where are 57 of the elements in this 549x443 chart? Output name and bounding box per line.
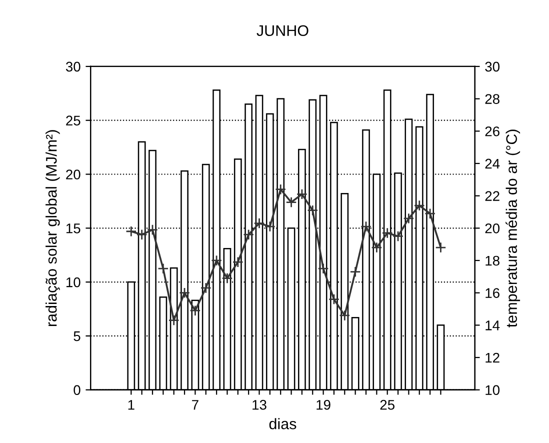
point <box>190 305 201 316</box>
point <box>200 282 212 294</box>
point <box>435 242 446 254</box>
point <box>126 226 137 237</box>
y-tick-label: 10 <box>66 277 80 288</box>
y2-tick-label: 22 <box>485 191 500 201</box>
point <box>286 196 297 208</box>
point <box>158 263 169 274</box>
point <box>264 220 276 232</box>
point <box>350 266 361 278</box>
point <box>275 184 286 195</box>
point <box>339 310 350 322</box>
y-tick-label: 30 <box>66 62 80 72</box>
point <box>254 218 265 229</box>
x-tick-label: 25 <box>380 400 394 410</box>
point <box>403 212 414 224</box>
x-tick-label: 1 <box>128 400 134 410</box>
y2-tick-label: 18 <box>486 256 500 266</box>
point <box>136 229 148 240</box>
point <box>296 188 308 200</box>
y2-tick-label: 26 <box>485 126 500 136</box>
y2-tick-label: 10 <box>486 385 500 396</box>
x-tick-label: 7 <box>192 400 198 410</box>
y2-tick-label: 16 <box>486 288 500 298</box>
y2-tick-label: 14 <box>486 320 500 330</box>
point <box>243 229 254 240</box>
point <box>210 254 222 266</box>
point <box>318 263 329 274</box>
y2-tick-label: 12 <box>486 352 500 363</box>
x-tick-label: 13 <box>252 400 266 410</box>
point <box>328 294 340 305</box>
y2-tick-label: 28 <box>485 94 500 104</box>
point <box>360 220 372 232</box>
point <box>146 224 158 236</box>
x-axis-title: dias <box>269 418 296 430</box>
point <box>307 204 318 216</box>
y-tick-label: 5 <box>74 331 80 342</box>
y2-axis-title: temperatura média do ar (°C) <box>506 130 520 328</box>
point <box>168 314 180 326</box>
y2-tick-label: 30 <box>485 62 500 72</box>
y-tick-label: 15 <box>66 224 80 234</box>
point <box>382 227 393 239</box>
point <box>424 208 436 220</box>
point <box>232 256 244 268</box>
y-tick-label: 0 <box>74 385 80 396</box>
point <box>222 272 233 284</box>
y-axis-title: radiação solar global (MJ/m²) <box>46 130 60 326</box>
y-tick-label: 20 <box>66 170 80 180</box>
y-tick-label: 25 <box>66 116 80 126</box>
point <box>414 200 425 212</box>
point <box>371 242 382 254</box>
point <box>392 230 404 242</box>
chart-title: JUNHO <box>256 25 308 36</box>
point <box>178 287 190 298</box>
y2-tick-label: 24 <box>485 158 500 168</box>
x-tick-label: 19 <box>316 400 330 410</box>
y2-tick-label: 20 <box>485 223 500 234</box>
